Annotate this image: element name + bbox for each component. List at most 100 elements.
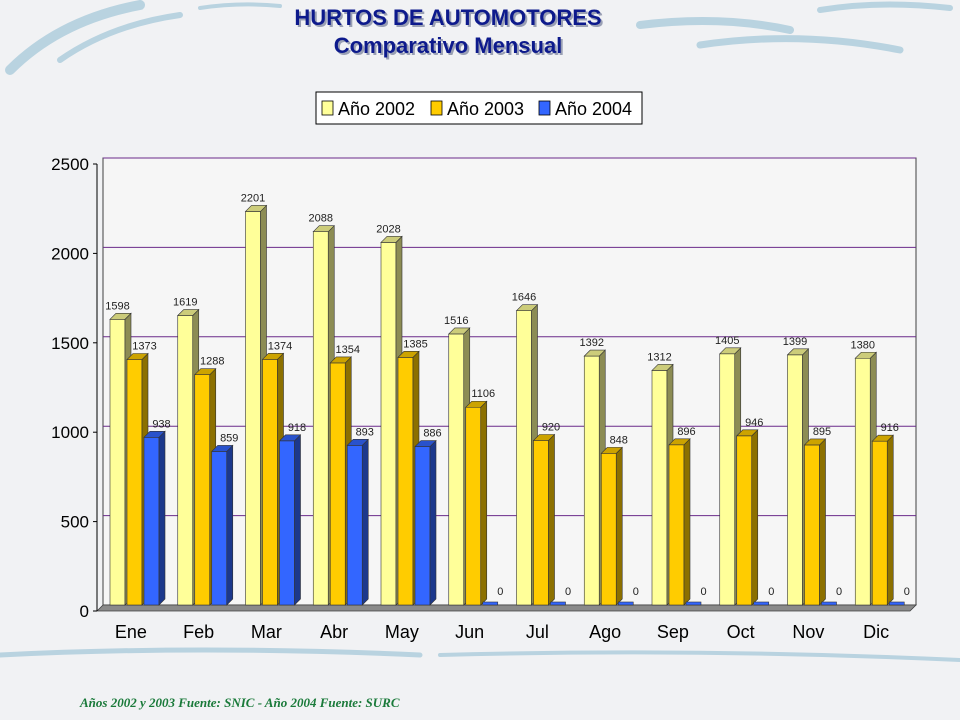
data-label: 886 xyxy=(423,428,441,440)
bar-front xyxy=(482,601,499,606)
bar-top xyxy=(397,351,420,358)
bar-dic-año-2003 xyxy=(871,434,894,606)
data-label: 916 xyxy=(881,422,899,434)
bar-top xyxy=(465,400,488,408)
bar-top xyxy=(211,445,234,452)
bar-side xyxy=(548,433,555,606)
bar-mar-año-2004 xyxy=(278,434,302,606)
bar-nov-año-2003 xyxy=(803,438,827,606)
data-label: 1646 xyxy=(512,292,536,304)
bar-front xyxy=(753,601,770,606)
bar-top xyxy=(736,429,759,437)
plot-floor xyxy=(96,604,917,612)
bar-side xyxy=(886,434,894,606)
bar-top xyxy=(346,439,369,446)
bar-jun-año-2003 xyxy=(465,400,488,606)
data-label: 1354 xyxy=(336,344,360,356)
bar-front xyxy=(516,310,532,606)
bar-ago-año-2004 xyxy=(617,601,634,606)
bar-side xyxy=(819,438,826,606)
bar-front xyxy=(143,436,160,606)
bar-side xyxy=(294,434,301,606)
data-label: 2201 xyxy=(241,192,265,204)
bar-ago-año-2003 xyxy=(600,446,623,606)
y-tick-label: 1000 xyxy=(51,423,89,442)
data-label: 1405 xyxy=(715,335,739,347)
x-tick-label: Jul xyxy=(526,622,549,642)
data-label: 920 xyxy=(542,422,560,434)
bar-top xyxy=(719,347,742,355)
bar-front xyxy=(312,231,329,606)
bar-front xyxy=(414,446,431,606)
data-label: 1516 xyxy=(444,315,468,327)
x-tick-label: Abr xyxy=(320,622,348,642)
bar-front xyxy=(600,453,617,606)
title-line-1: HURTOS DE AUTOMOTORES xyxy=(294,5,602,30)
bar-front xyxy=(719,353,736,606)
x-tick-label: Sep xyxy=(657,622,689,642)
title-line-2: Comparativo Mensual xyxy=(333,33,563,58)
data-label: 946 xyxy=(745,417,763,429)
data-label: 918 xyxy=(288,422,306,434)
x-tick-label: Oct xyxy=(727,622,755,642)
bar-abr-año-2004 xyxy=(346,438,369,606)
bar-top xyxy=(143,430,166,438)
bar-front xyxy=(262,359,278,606)
bar-top xyxy=(194,368,217,376)
bar-front xyxy=(787,354,803,606)
bar-front xyxy=(346,445,363,606)
bar-front xyxy=(617,601,634,606)
bar-front xyxy=(871,440,888,606)
x-tick-label: Ene xyxy=(115,622,147,642)
bar-top xyxy=(786,348,810,356)
data-label: 1374 xyxy=(268,340,292,352)
bar-top xyxy=(278,434,302,442)
data-label: 1385 xyxy=(403,338,427,350)
legend-swatch xyxy=(321,100,334,116)
bar-front xyxy=(448,333,465,606)
bar-side xyxy=(751,429,759,606)
bar-side xyxy=(683,438,691,606)
bar-sep-año-2003 xyxy=(668,438,691,606)
bar-front xyxy=(109,318,126,606)
bar-top xyxy=(126,353,149,360)
data-label: 938 xyxy=(152,418,170,430)
bar-top xyxy=(803,438,827,446)
y-tick-label: 500 xyxy=(61,513,89,532)
legend-box xyxy=(315,91,643,125)
bar-front xyxy=(651,370,668,606)
y-tick-label: 2500 xyxy=(51,155,89,174)
data-label: 0 xyxy=(565,586,571,598)
x-tick-label: Ago xyxy=(589,622,621,642)
bar-side xyxy=(429,439,437,606)
bar-ene-año-2004 xyxy=(143,430,166,606)
bar-side xyxy=(158,430,166,606)
bar-side xyxy=(615,446,623,606)
data-label: 859 xyxy=(220,432,238,444)
data-label: 896 xyxy=(677,426,695,438)
bar-front xyxy=(279,440,295,606)
bar-top xyxy=(380,236,403,243)
bar-front xyxy=(685,601,702,606)
data-label: 0 xyxy=(904,586,910,598)
bar-oct-año-2003 xyxy=(736,429,759,606)
bar-top xyxy=(532,434,556,441)
bar-sep-año-2004 xyxy=(685,601,702,606)
bar-front xyxy=(329,362,346,606)
data-label: 0 xyxy=(700,586,706,598)
bar-feb-año-2004 xyxy=(211,444,234,606)
legend: Año 2002 Año 2003 Año 2004 xyxy=(315,91,643,125)
data-label: 0 xyxy=(633,586,639,598)
x-tick-label: Mar xyxy=(251,622,282,642)
bar-top xyxy=(312,225,335,232)
data-label: 1312 xyxy=(647,351,671,363)
data-label: 1392 xyxy=(580,337,604,349)
bar-front xyxy=(668,444,685,606)
x-tick-label: Dic xyxy=(863,622,889,642)
bar-top xyxy=(109,312,132,320)
source-footnote: Años 2002 y 2003 Fuente: SNIC - Año 2004… xyxy=(80,695,400,710)
bar-oct-año-2004 xyxy=(753,601,770,606)
legend-label: Año 2002 xyxy=(338,99,415,119)
bar-front xyxy=(126,359,143,606)
bar-front xyxy=(380,242,397,606)
